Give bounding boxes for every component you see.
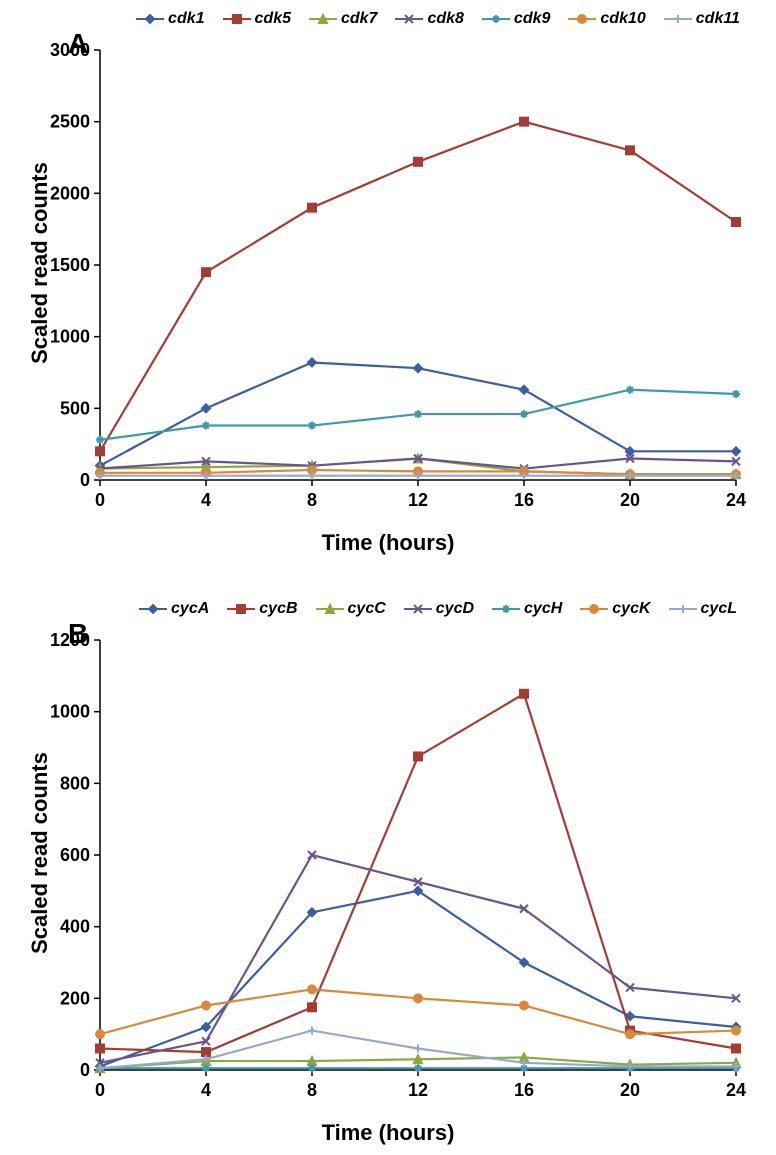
svg-text:1500: 1500 [50, 255, 90, 275]
svg-text:3000: 3000 [50, 40, 90, 60]
svg-text:24: 24 [726, 490, 746, 510]
svg-text:12: 12 [408, 1080, 428, 1100]
svg-text:20: 20 [620, 1080, 640, 1100]
svg-text:2500: 2500 [50, 112, 90, 132]
panel-b-chart: 0 200 400 600 800 1000 1200 0 4 8 12 16 20 24 [0, 610, 776, 1130]
svg-text:1000: 1000 [50, 702, 90, 722]
svg-text:800: 800 [60, 773, 90, 793]
svg-text:400: 400 [60, 917, 90, 937]
svg-text:16: 16 [514, 1080, 534, 1100]
svg-text:500: 500 [60, 398, 90, 418]
svg-text:8: 8 [307, 1080, 317, 1100]
svg-text:0: 0 [80, 470, 90, 490]
panel-b-x-title: Time (hours) [0, 1120, 776, 1146]
svg-text:0: 0 [95, 1080, 105, 1100]
panel-a-x-title: Time (hours) [0, 530, 776, 556]
svg-text:4: 4 [201, 1080, 211, 1100]
svg-text:8: 8 [307, 490, 317, 510]
svg-text:0: 0 [80, 1060, 90, 1080]
svg-text:2000: 2000 [50, 183, 90, 203]
svg-text:24: 24 [726, 1080, 746, 1100]
svg-text:0: 0 [95, 490, 105, 510]
svg-text:20: 20 [620, 490, 640, 510]
svg-text:600: 600 [60, 845, 90, 865]
svg-text:1200: 1200 [50, 630, 90, 650]
svg-text:1000: 1000 [50, 327, 90, 347]
svg-text:16: 16 [514, 490, 534, 510]
panel-a-chart: 0 500 1000 1500 2000 2500 3000 0 4 8 12 16 20 24 [0, 20, 776, 540]
svg-text:4: 4 [201, 490, 211, 510]
svg-text:200: 200 [60, 988, 90, 1008]
figure: A cdk1cdk5cdk7cdk8cdk9cdk10cdk11 Scaled … [0, 0, 776, 1155]
panel-b: B cycAcycBcycCcycDcycHcycKcycL Scaled re… [0, 590, 776, 1150]
svg-text:12: 12 [408, 490, 428, 510]
panel-a: A cdk1cdk5cdk7cdk8cdk9cdk10cdk11 Scaled … [0, 0, 776, 560]
